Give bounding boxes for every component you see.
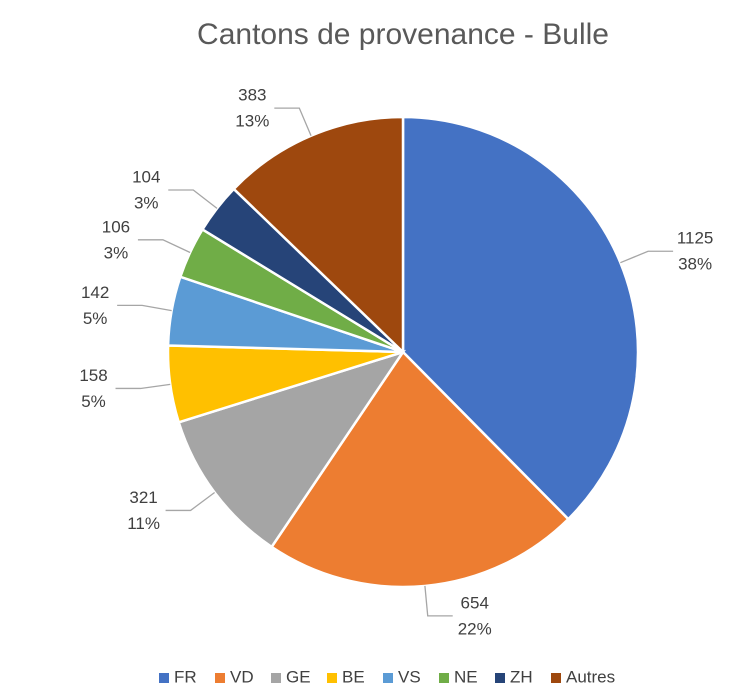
leader-line <box>115 383 171 390</box>
data-label: 1125 <box>677 229 714 248</box>
leader-line <box>117 304 172 312</box>
data-label: 104 <box>132 168 160 187</box>
data-label-percent: 5% <box>83 309 108 328</box>
legend-swatch <box>327 673 337 683</box>
chart-title: Cantons de provenance - Bulle <box>197 18 609 51</box>
data-label: 654 <box>461 593 489 612</box>
pie-slice <box>269 350 571 589</box>
data-label-percent: 5% <box>81 392 106 411</box>
leader-line <box>168 189 218 209</box>
pie-slice <box>177 349 407 549</box>
data-label: 142 <box>81 283 109 302</box>
data-label: 106 <box>102 217 130 236</box>
legend-label: BE <box>342 667 365 686</box>
legend-label: GE <box>286 667 311 686</box>
legend-swatch <box>159 673 169 683</box>
pie-slice <box>401 115 640 521</box>
leader-line <box>620 250 674 264</box>
pie-slice <box>231 115 405 355</box>
data-label: 383 <box>238 86 266 105</box>
legend-label: VS <box>398 667 421 686</box>
legend-label: ZH <box>510 667 533 686</box>
leader-line <box>274 107 312 136</box>
legend-label: VD <box>230 667 254 686</box>
data-label-percent: 11% <box>127 514 160 533</box>
leader-line <box>424 585 453 617</box>
legend-swatch <box>439 673 449 683</box>
legend-swatch <box>495 673 505 683</box>
legend-swatch <box>551 673 561 683</box>
data-label-percent: 38% <box>678 255 712 274</box>
data-label-percent: 22% <box>458 619 492 638</box>
legend-label: FR <box>174 667 197 686</box>
legend-label: Autres <box>566 667 615 686</box>
legend-swatch <box>271 673 281 683</box>
data-label: 321 <box>129 488 157 507</box>
legend-swatch <box>383 673 393 683</box>
data-label: 158 <box>79 366 107 385</box>
legend-swatch <box>215 673 225 683</box>
legend-label: NE <box>454 667 478 686</box>
data-label-percent: 3% <box>104 243 129 262</box>
data-label-percent: 3% <box>134 194 159 213</box>
leader-line <box>165 491 216 512</box>
data-label-percent: 13% <box>235 112 269 131</box>
leader-line <box>137 239 191 254</box>
